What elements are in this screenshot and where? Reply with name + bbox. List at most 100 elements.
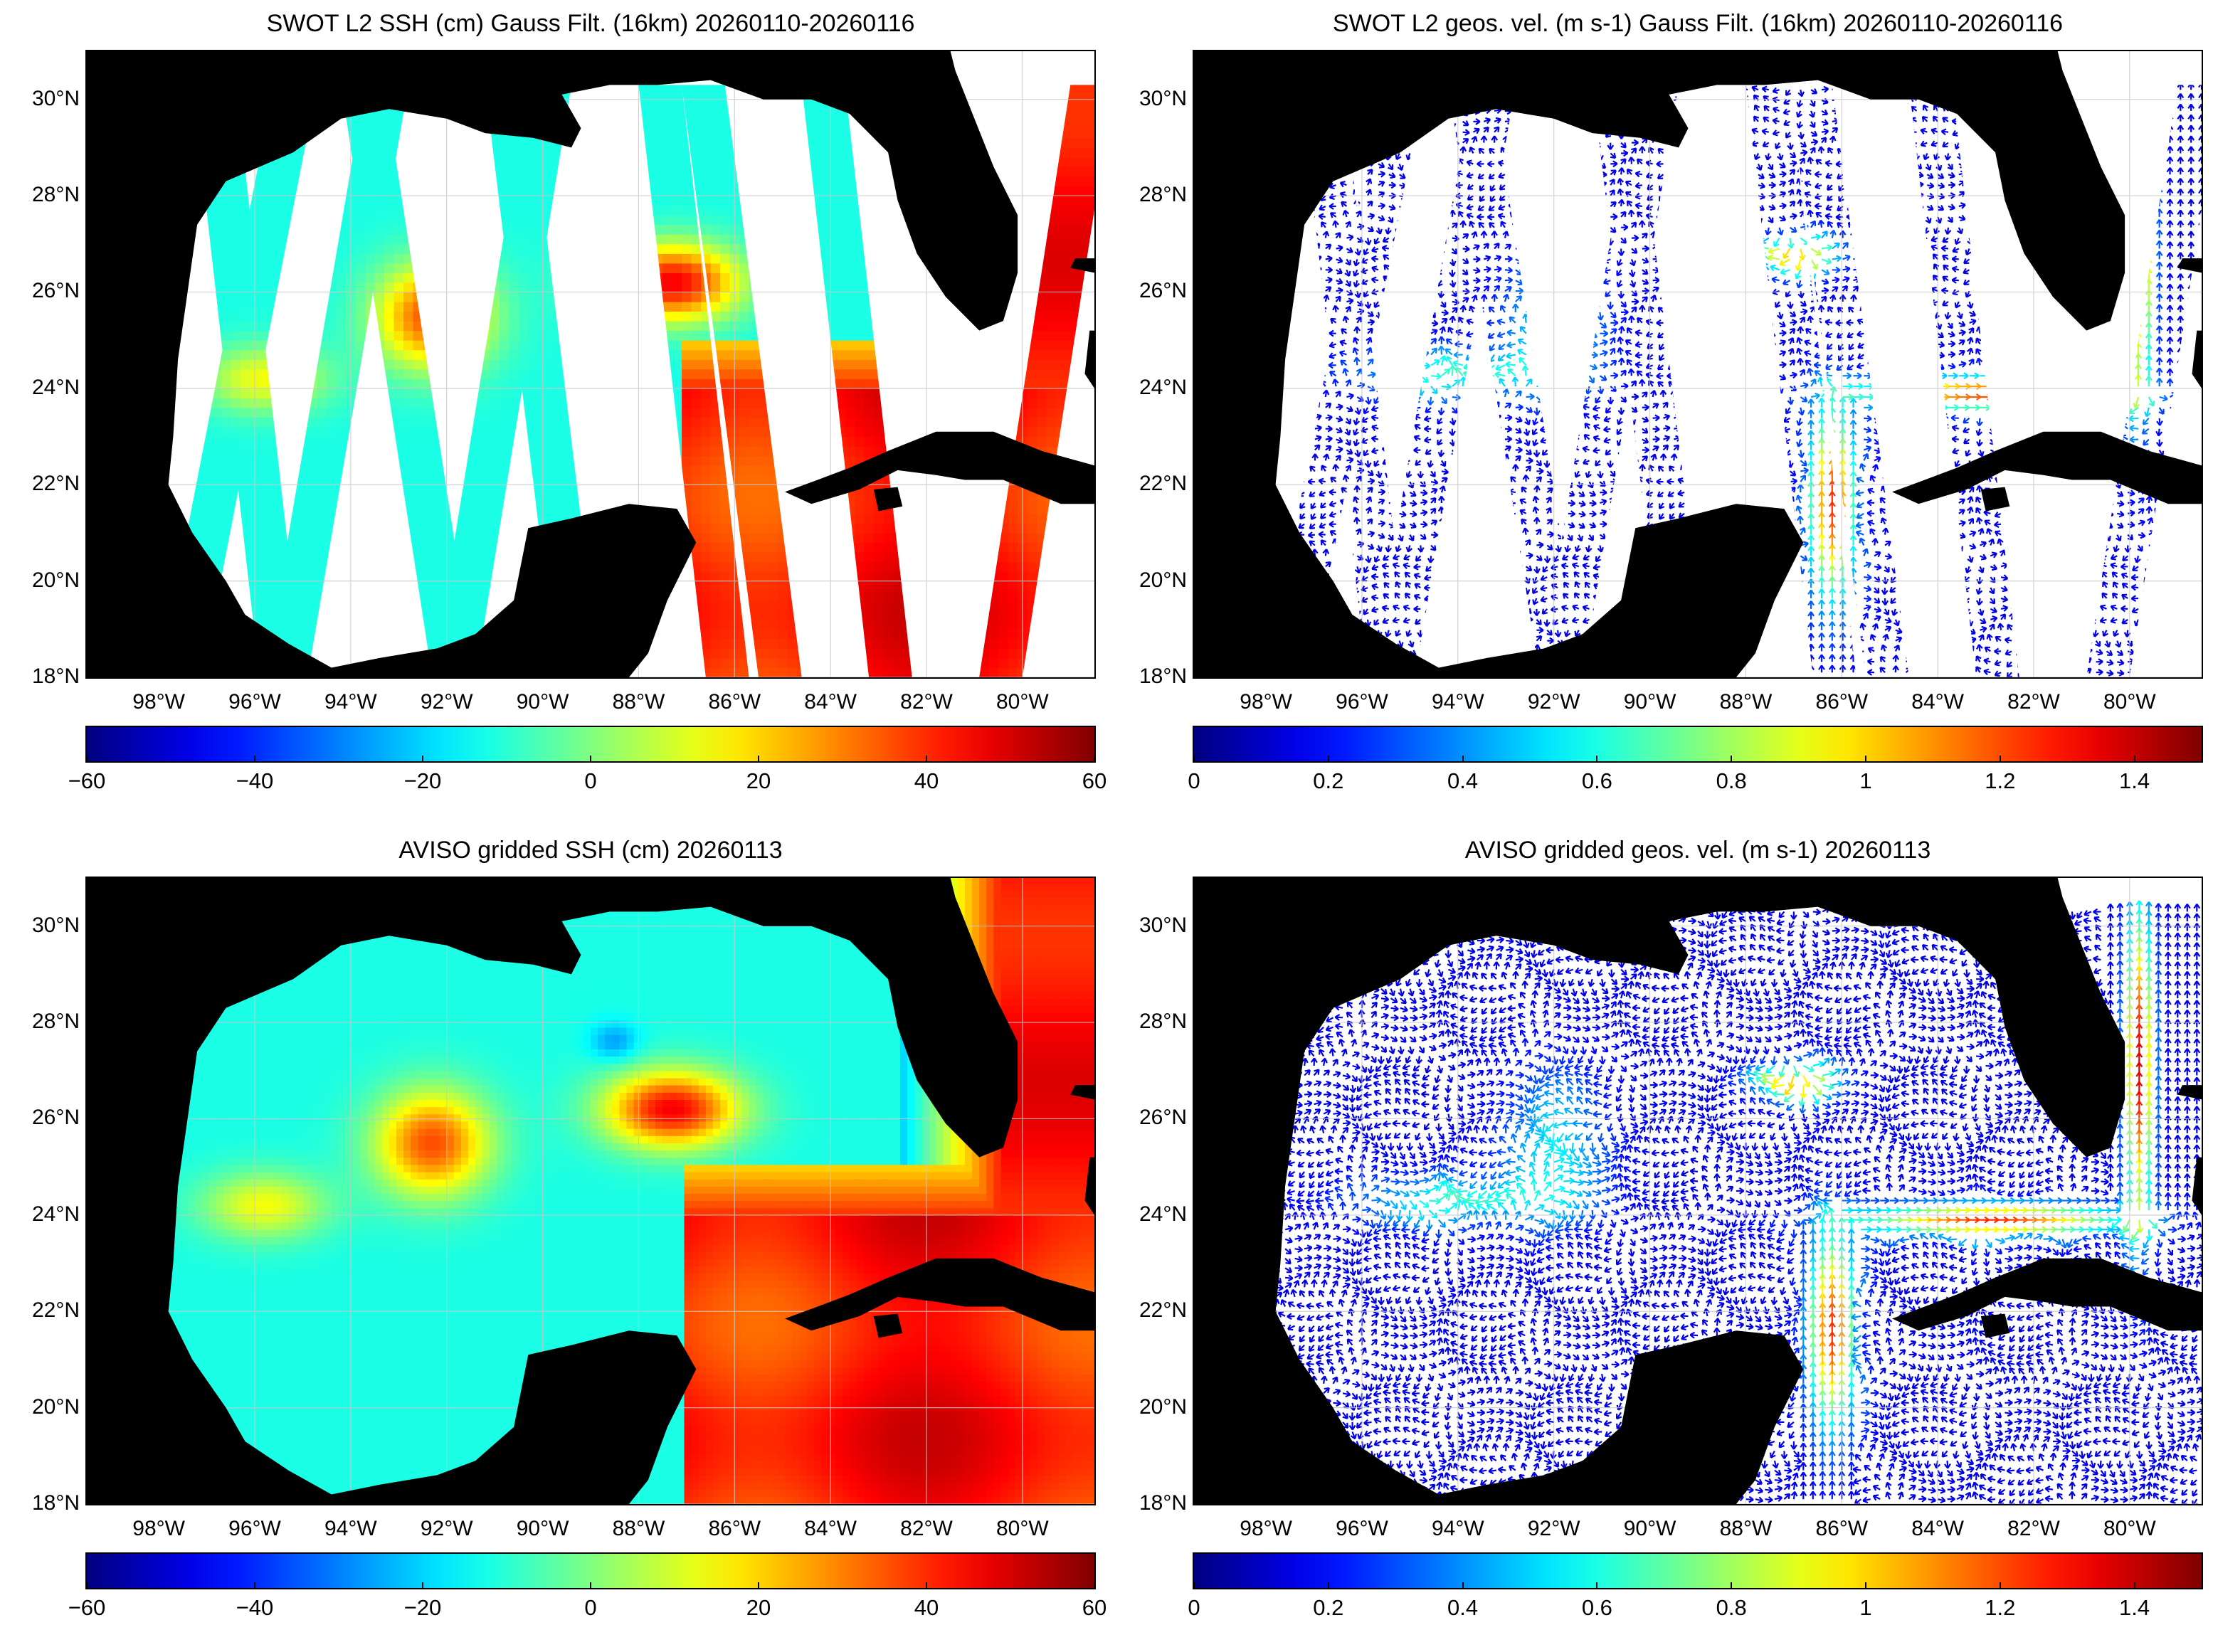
colorbar-tick [1193, 1582, 1195, 1589]
lon-tick-label: 96°W [1323, 1517, 1401, 1541]
map-canvas [87, 878, 1094, 1504]
lat-tick-label: 20°N [1123, 568, 1187, 593]
colorbar-tick-label: 0 [1151, 1595, 1237, 1621]
colorbar-tick-label: 0.6 [1554, 768, 1639, 794]
colorbar-tick [254, 1582, 255, 1589]
lon-tick-label: 94°W [312, 1517, 390, 1541]
colorbar-tick-label: 1.4 [2092, 768, 2177, 794]
lon-tick-label: 96°W [216, 1517, 294, 1541]
colorbar-tick-label: 40 [884, 768, 969, 794]
lat-tick-label: 28°N [1123, 1010, 1187, 1034]
land-mask [87, 878, 1094, 1504]
colorbar-tick-label: −40 [212, 768, 297, 794]
lon-tick-label: 88°W [599, 1517, 677, 1541]
lon-tick-label: 90°W [1611, 690, 1689, 714]
lon-tick-label: 86°W [1802, 1517, 1881, 1541]
colorbar-tick-label: −60 [44, 768, 130, 794]
panel-title: AVISO gridded SSH (cm) 20260113 [85, 837, 1096, 864]
lat-tick-label: 20°N [1123, 1395, 1187, 1419]
colorbar-tick-label: 0.6 [1554, 1595, 1639, 1621]
lat-tick-label: 20°N [16, 1395, 80, 1419]
colorbar-tick [86, 756, 88, 763]
lat-tick-label: 26°N [16, 1106, 80, 1130]
colorbar-gradient [1194, 1554, 2202, 1588]
colorbar-tick [926, 1582, 927, 1589]
panel-title: SWOT L2 SSH (cm) Gauss Filt. (16km) 2026… [85, 10, 1096, 38]
lon-tick-label: 84°W [1898, 690, 1977, 714]
colorbar-tick [1731, 756, 1733, 763]
lat-tick-label: 22°N [16, 1298, 80, 1323]
lat-tick-label: 22°N [16, 472, 80, 496]
lat-tick-label: 26°N [16, 279, 80, 303]
colorbar-tick [758, 756, 759, 763]
colorbar-tick-label: 1.2 [1958, 1595, 2043, 1621]
lon-tick-label: 88°W [599, 690, 677, 714]
panel-title: SWOT L2 geos. vel. (m s-1) Gauss Filt. (… [1193, 10, 2203, 38]
lat-tick-label: 30°N [16, 914, 80, 938]
lon-tick-label: 80°W [983, 1517, 1062, 1541]
colorbar-tick [254, 756, 255, 763]
lon-tick-label: 94°W [312, 690, 390, 714]
lon-tick-label: 96°W [1323, 690, 1401, 714]
lon-tick-label: 96°W [216, 690, 294, 714]
colorbar-tick [2133, 1582, 2135, 1589]
lon-tick-label: 88°W [1706, 690, 1785, 714]
colorbar-tick-label: 0.4 [1420, 1595, 1506, 1621]
map-canvas [1194, 878, 2202, 1504]
panel-title: AVISO gridded geos. vel. (m s-1) 2026011… [1193, 837, 2203, 864]
lon-tick-label: 90°W [504, 690, 582, 714]
lat-tick-label: 24°N [1123, 376, 1187, 400]
lon-tick-label: 92°W [1515, 690, 1593, 714]
colorbar-tick-label: 0 [548, 768, 633, 794]
lat-tick-label: 22°N [1123, 472, 1187, 496]
lat-tick-label: 24°N [16, 1202, 80, 1227]
colorbar-tick-label: −20 [380, 768, 465, 794]
lat-tick-label: 30°N [1123, 87, 1187, 111]
lon-tick-label: 84°W [791, 1517, 870, 1541]
colorbar-tick-label: 20 [716, 1595, 801, 1621]
colorbar-tick-label: −60 [44, 1595, 130, 1621]
lon-tick-label: 92°W [408, 690, 486, 714]
lon-tick-label: 94°W [1419, 1517, 1497, 1541]
colorbar-tick [758, 1582, 759, 1589]
colorbar-vel [1193, 1552, 2203, 1589]
lon-tick-label: 82°W [887, 690, 966, 714]
colorbar-tick [1094, 756, 1095, 763]
colorbar-tick-label: 40 [884, 1595, 969, 1621]
lon-tick-label: 88°W [1706, 1517, 1785, 1541]
lon-tick-label: 80°W [2091, 1517, 2169, 1541]
colorbar-tick-label: 1.4 [2092, 1595, 2177, 1621]
colorbar-tick [422, 1582, 423, 1589]
colorbar-tick [1999, 1582, 2001, 1589]
colorbar-tick-label: 60 [1052, 768, 1137, 794]
lon-tick-label: 92°W [408, 1517, 486, 1541]
land-mask [87, 51, 1094, 677]
lon-tick-label: 80°W [983, 690, 1062, 714]
colorbar-tick-label: 60 [1052, 1595, 1137, 1621]
map-aviso-vel [1193, 877, 2203, 1505]
colorbar-tick [1462, 756, 1464, 763]
map-swot-vel [1193, 50, 2203, 679]
colorbar-tick [1462, 1582, 1464, 1589]
lon-tick-label: 86°W [695, 1517, 773, 1541]
lon-tick-label: 92°W [1515, 1517, 1593, 1541]
colorbar-tick [1193, 756, 1195, 763]
lon-tick-label: 82°W [887, 1517, 966, 1541]
lat-tick-label: 30°N [16, 87, 80, 111]
colorbar-tick [590, 756, 591, 763]
colorbar-tick [1865, 756, 1866, 763]
lon-tick-label: 84°W [1898, 1517, 1977, 1541]
colorbar-vel [1193, 726, 2203, 763]
lat-tick-label: 18°N [16, 1491, 80, 1515]
colorbar-tick [422, 756, 423, 763]
lon-tick-label: 84°W [791, 690, 870, 714]
colorbar-tick-label: 1.2 [1958, 768, 2043, 794]
colorbar-tick-label: 1 [1823, 1595, 1908, 1621]
colorbar-tick [590, 1582, 591, 1589]
lon-tick-label: 98°W [1227, 690, 1305, 714]
colorbar-tick [2133, 756, 2135, 763]
colorbar-tick-label: 0.8 [1689, 768, 1774, 794]
land-mask [1194, 878, 2202, 1504]
lon-tick-label: 98°W [120, 1517, 198, 1541]
colorbar-tick [1999, 756, 2001, 763]
